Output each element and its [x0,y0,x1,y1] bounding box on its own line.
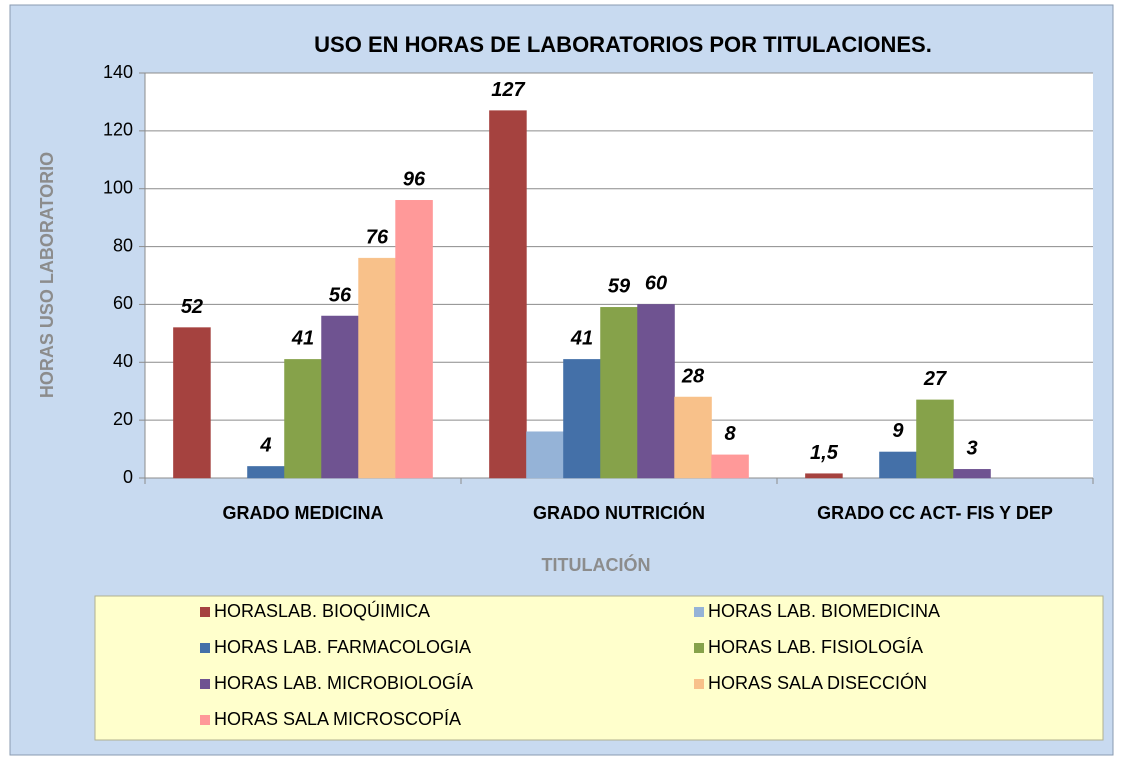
bar [489,110,527,479]
data-label: 76 [366,226,389,248]
x-axis-title: TITULACIÓN [542,554,651,575]
bar [173,327,211,479]
data-label: 56 [329,284,352,306]
bar [953,469,991,479]
legend-swatch [200,715,210,725]
bar [600,307,638,479]
bar [879,451,917,479]
data-label: 8 [724,423,736,445]
data-label: 9 [892,420,904,442]
data-label: 27 [923,368,947,390]
legend-label: HORAS LAB. MICROBIOLOGÍA [214,673,473,693]
x-tick-label: GRADO NUTRICIÓN [533,502,705,523]
data-label: 3 [966,438,977,460]
legend-swatch [200,607,210,617]
data-label: 28 [681,365,705,387]
data-label: 4 [259,435,271,457]
bar [321,315,359,479]
legend-label: HORAS LAB. BIOMEDICINA [708,601,940,621]
legend [94,595,1104,741]
legend-swatch [694,643,704,653]
data-label: 41 [291,328,314,350]
bar [674,396,712,479]
bar [358,257,396,479]
y-tick-label: 140 [103,62,133,82]
data-label: 59 [608,276,631,298]
data-label: 1,5 [810,442,839,464]
x-tick-label: GRADO MEDICINA [223,503,384,523]
legend-swatch [200,679,210,689]
legend-label: HORAS LAB. FARMACOLOGIA [214,637,471,657]
data-label: 96 [403,169,426,191]
data-label: 60 [645,273,667,295]
legend-swatch [694,679,704,689]
bar [916,399,954,479]
data-label: 52 [181,296,203,318]
legend-swatch [200,643,210,653]
bar [563,359,601,479]
x-tick-label: GRADO CC ACT- FIS Y DEP [817,503,1053,523]
y-tick-label: 120 [103,120,133,140]
y-tick-label: 60 [113,293,133,313]
legend-label: HORAS LAB. FISIOLOGÍA [708,637,923,657]
chart-title: USO EN HORAS DE LABORATORIOS POR TITULAC… [314,32,932,57]
bar [395,200,433,479]
y-tick-label: 100 [103,177,133,197]
data-label: 127 [491,79,525,101]
data-label: 41 [570,328,593,350]
y-axis-title: HORAS USO LABORATORIO [37,152,57,398]
y-tick-label: 20 [113,409,133,429]
legend-label: HORAS SALA MICROSCOPÍA [214,709,461,729]
legend-label: HORAS SALA DISECCIÓN [708,672,927,693]
bar [247,466,285,479]
legend-swatch [694,607,704,617]
bar [637,304,675,479]
legend-label: HORASLAB. BIOQÚIMICA [214,600,430,621]
y-tick-label: 0 [123,467,133,487]
bar [805,473,843,479]
bar [284,359,322,479]
bar [526,431,564,479]
y-tick-label: 40 [113,351,133,371]
bar [711,454,749,479]
y-tick-label: 80 [113,235,133,255]
